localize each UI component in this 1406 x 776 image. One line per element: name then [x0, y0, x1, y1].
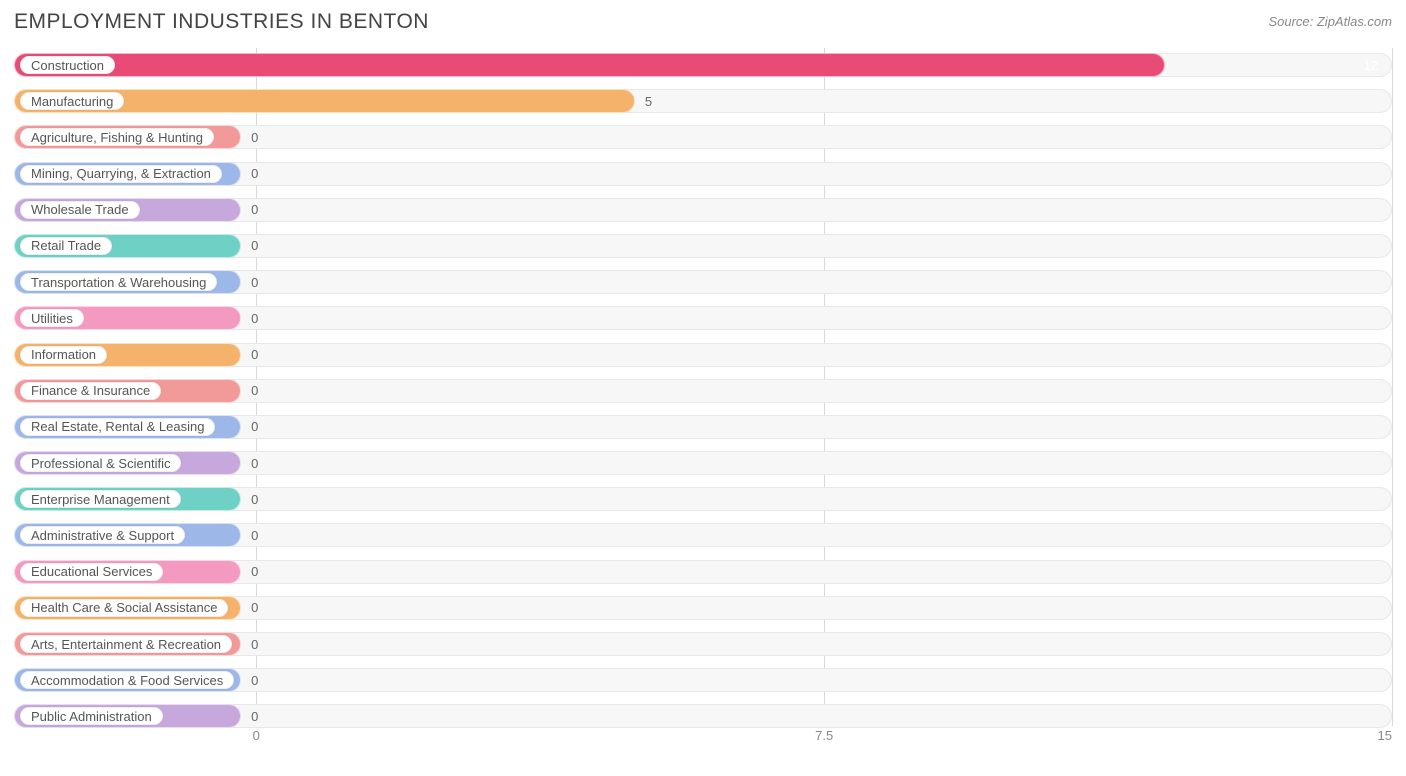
bar-row: Educational Services 0 — [14, 557, 1392, 587]
bar-value: 5 — [635, 92, 652, 110]
bar-value: 0 — [241, 165, 258, 183]
bar-row: Mining, Quarrying, & Extraction 0 — [14, 159, 1392, 189]
bar-value: 0 — [241, 599, 258, 617]
bar-row: Information 0 — [14, 340, 1392, 370]
bar-row: Enterprise Management 0 — [14, 484, 1392, 514]
bar-value: 0 — [241, 526, 258, 544]
gridline — [1392, 48, 1393, 726]
bar-value: 0 — [241, 671, 258, 689]
bar-value: 0 — [241, 309, 258, 327]
bar-row: Arts, Entertainment & Recreation 0 — [14, 629, 1392, 659]
chart-title: EMPLOYMENT INDUSTRIES IN BENTON — [14, 10, 429, 34]
bar-row: Retail Trade 0 — [14, 231, 1392, 261]
bar-value: 0 — [241, 201, 258, 219]
bar-row: Utilities 0 — [14, 303, 1392, 333]
bar-row: Real Estate, Rental & Leasing 0 — [14, 412, 1392, 442]
bar-row: Health Care & Social Assistance 0 — [14, 593, 1392, 623]
bar-label-pill: Real Estate, Rental & Leasing — [20, 418, 215, 436]
bar-value: 0 — [241, 273, 258, 291]
source-prefix: Source: — [1268, 14, 1316, 29]
bar-value: 0 — [241, 346, 258, 364]
bar-label-pill: Information — [20, 346, 107, 364]
bar-label-pill: Mining, Quarrying, & Extraction — [20, 165, 222, 183]
bar-row: Agriculture, Fishing & Hunting 0 — [14, 122, 1392, 152]
bar-row: Administrative & Support 0 — [14, 520, 1392, 550]
bar-label-pill: Finance & Insurance — [20, 382, 161, 400]
bar-value: 0 — [241, 490, 258, 508]
bar-value: 0 — [241, 707, 258, 725]
bar-value: 12 — [241, 56, 1392, 74]
bar-row: Public Administration 0 — [14, 701, 1392, 731]
chart-source: Source: ZipAtlas.com — [1268, 14, 1392, 29]
bar-label-pill: Enterprise Management — [20, 490, 181, 508]
bar-row: Manufacturing 5 — [14, 86, 1392, 116]
bar-row: Professional & Scientific 0 — [14, 448, 1392, 478]
bar-label-pill: Health Care & Social Assistance — [20, 599, 228, 617]
bar-row: Transportation & Warehousing 0 — [14, 267, 1392, 297]
bar-label-pill: Wholesale Trade — [20, 201, 140, 219]
chart-container: EMPLOYMENT INDUSTRIES IN BENTON Source: … — [0, 0, 1406, 776]
bar-label-pill: Accommodation & Food Services — [20, 671, 234, 689]
bar-row: Wholesale Trade 0 — [14, 195, 1392, 225]
chart-header: EMPLOYMENT INDUSTRIES IN BENTON Source: … — [14, 10, 1392, 42]
bar-label-pill: Administrative & Support — [20, 526, 185, 544]
bar-value: 0 — [241, 382, 258, 400]
bar-value: 0 — [241, 454, 258, 472]
plot-area: Construction 12 Manufacturing 5 Agriculture,… — [14, 48, 1392, 748]
bar-label-pill: Retail Trade — [20, 237, 112, 255]
bars-region: Construction 12 Manufacturing 5 Agriculture,… — [14, 48, 1392, 731]
bar-label-pill: Construction — [20, 56, 115, 74]
bar-label-pill: Transportation & Warehousing — [20, 273, 217, 291]
bar-row: Construction 12 — [14, 50, 1392, 80]
bar-value: 0 — [241, 418, 258, 436]
bar-label-pill: Manufacturing — [20, 92, 124, 110]
bar-label-pill: Utilities — [20, 309, 84, 327]
bar-label-pill: Professional & Scientific — [20, 454, 181, 472]
bar-label-pill: Public Administration — [20, 707, 163, 725]
bar-value: 0 — [241, 563, 258, 581]
bar-value: 0 — [241, 237, 258, 255]
bar-label-pill: Agriculture, Fishing & Hunting — [20, 128, 214, 146]
bar-value: 0 — [241, 128, 258, 146]
bar-label-pill: Educational Services — [20, 563, 163, 581]
bar-label-pill: Arts, Entertainment & Recreation — [20, 635, 232, 653]
source-name: ZipAtlas.com — [1317, 14, 1392, 29]
bar-row: Finance & Insurance 0 — [14, 376, 1392, 406]
bar-row: Accommodation & Food Services 0 — [14, 665, 1392, 695]
bar-value: 0 — [241, 635, 258, 653]
